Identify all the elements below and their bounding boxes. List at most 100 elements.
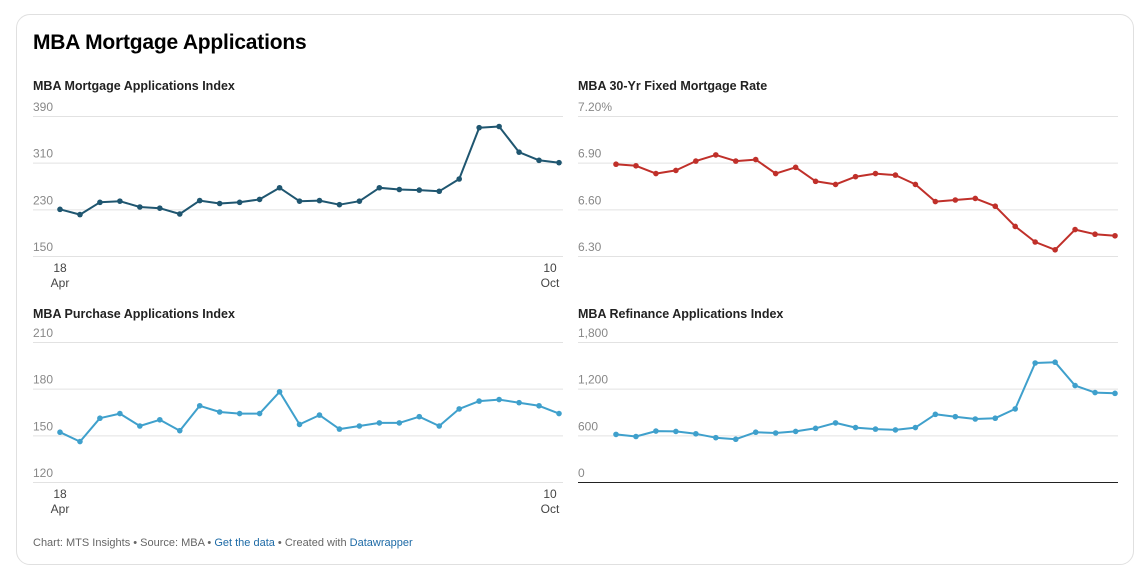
data-point	[456, 406, 463, 412]
y-tick-label: 230	[33, 193, 53, 207]
data-point	[256, 196, 263, 203]
data-point	[336, 426, 343, 432]
data-point	[932, 411, 939, 418]
y-tick-label: 150	[33, 419, 53, 433]
data-point	[952, 197, 959, 203]
data-point	[216, 409, 223, 415]
data-point	[57, 206, 63, 213]
data-point	[496, 396, 502, 403]
series-line	[59, 125, 560, 216]
y-tick-label: 310	[33, 147, 53, 161]
data-point	[117, 410, 123, 417]
data-point	[176, 211, 183, 217]
data-point	[992, 203, 999, 210]
y-tick-label: 7.20%	[578, 100, 612, 114]
data-point	[236, 410, 243, 417]
data-point	[932, 198, 939, 205]
data-point	[1052, 359, 1058, 366]
y-tick-label: 1,800	[578, 326, 608, 340]
data-point	[1012, 223, 1018, 230]
y-tick-label: 120	[33, 466, 53, 480]
data-point	[633, 433, 639, 440]
x-tick-day: 18	[53, 487, 67, 501]
chart-title-purchase-applications: MBA Purchase Applications Index	[33, 307, 235, 321]
x-tick-month: Oct	[541, 276, 560, 290]
data-point	[336, 201, 343, 208]
data-point	[137, 204, 143, 210]
data-point	[416, 187, 423, 193]
data-point	[57, 429, 63, 436]
data-point	[752, 156, 759, 163]
chart-footer: Chart: MTS Insights • Source: MBA • Get …	[33, 537, 413, 549]
data-point	[157, 205, 163, 211]
data-point	[812, 178, 819, 185]
data-point	[992, 415, 999, 422]
footer-source: Chart: MTS Insights • Source: MBA •	[33, 537, 215, 549]
chart-title-fixed-rate: MBA 30-Yr Fixed Mortgage Rate	[578, 79, 768, 93]
data-point	[633, 162, 639, 169]
data-point	[456, 176, 463, 182]
data-point	[396, 186, 403, 193]
data-point	[216, 200, 223, 207]
get-the-data-link[interactable]: Get the data	[214, 537, 275, 549]
data-point	[476, 398, 482, 404]
data-point	[1112, 232, 1118, 239]
data-point	[516, 149, 522, 155]
data-point	[137, 423, 143, 429]
data-point	[772, 170, 779, 177]
data-point	[673, 167, 679, 174]
data-point	[556, 159, 562, 166]
y-tick-label: 150	[33, 240, 53, 254]
data-point	[872, 170, 879, 177]
x-tick-month: Apr	[51, 502, 70, 516]
data-point	[157, 416, 163, 423]
data-point	[97, 415, 103, 422]
data-point	[713, 152, 719, 158]
data-point	[296, 421, 303, 428]
datawrapper-link[interactable]: Datawrapper	[349, 537, 413, 549]
data-point	[912, 424, 919, 431]
data-point	[613, 431, 619, 438]
data-point	[1092, 231, 1098, 238]
data-point	[832, 420, 839, 426]
data-point	[356, 198, 363, 204]
data-point	[792, 164, 799, 171]
data-point	[376, 420, 383, 426]
data-point	[872, 426, 879, 432]
data-point	[316, 412, 323, 418]
data-point	[416, 413, 423, 420]
data-point	[496, 123, 502, 130]
data-point	[196, 402, 203, 409]
data-point	[396, 420, 403, 426]
data-point	[1032, 360, 1038, 366]
data-point	[693, 430, 699, 437]
data-point	[276, 388, 283, 395]
data-point	[316, 197, 323, 204]
data-point	[1092, 389, 1098, 396]
data-point	[613, 161, 619, 168]
chart-card	[16, 14, 1134, 565]
data-point	[436, 423, 443, 429]
y-tick-label: 6.60	[578, 193, 602, 207]
x-tick-day: 18	[53, 261, 67, 275]
data-point	[296, 198, 303, 204]
series-line	[615, 361, 1116, 441]
data-point	[556, 410, 562, 417]
data-point	[673, 428, 679, 435]
data-point	[912, 181, 919, 188]
data-point	[117, 198, 123, 204]
y-tick-label: 1,200	[578, 373, 608, 387]
data-point	[236, 199, 243, 206]
y-tick-label: 390	[33, 100, 53, 114]
chart-title-mortgage-applications: MBA Mortgage Applications Index	[33, 79, 235, 93]
chart-title-refinance-applications: MBA Refinance Applications Index	[578, 307, 784, 321]
data-point	[693, 158, 699, 164]
data-point	[892, 427, 899, 433]
y-tick-label: 210	[33, 326, 53, 340]
data-point	[852, 173, 859, 180]
data-point	[176, 427, 183, 434]
data-point	[77, 438, 83, 445]
data-point	[772, 430, 779, 436]
data-point	[1072, 226, 1078, 233]
